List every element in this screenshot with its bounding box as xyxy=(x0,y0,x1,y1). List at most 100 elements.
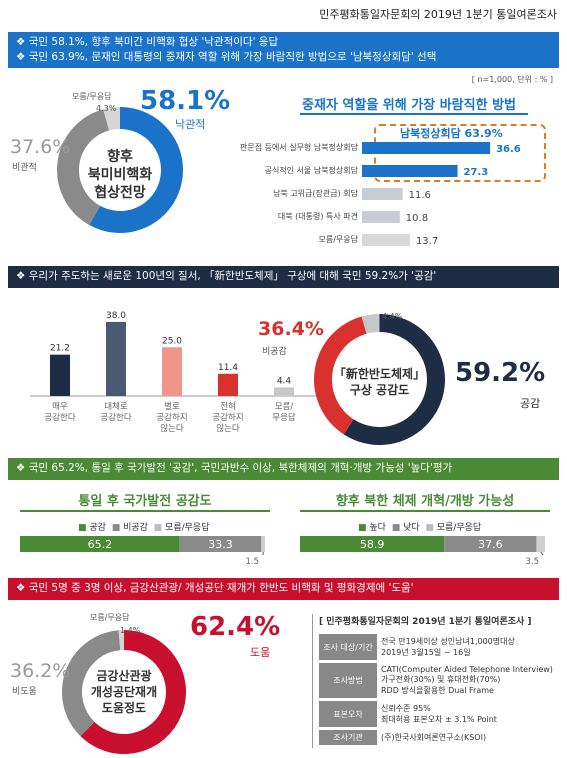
survey-info-title: [ 민주평화통일자문회의 2019년 1분기 통일여론조사 ] xyxy=(319,617,532,627)
reform-bar-value: 37.6 xyxy=(478,538,503,551)
legend-label: 모름/무응답 xyxy=(436,523,482,533)
info-value-line: 가구전화(30%) 및 휴대전화(70%) xyxy=(381,675,501,684)
section1-header-line1: ❖ 국민 58.1%, 향후 북미간 비핵화 협상 '낙관적이다' 응답 xyxy=(16,36,279,48)
sympathy-bar-label: 공감하지 xyxy=(212,412,243,423)
info-value-line: 신뢰수준 95% xyxy=(381,704,431,713)
donut2-slice-agree xyxy=(343,314,445,445)
survey-info-panel: [ 민주평화통일자문회의 2019년 1분기 통일여론조사 ] 조사 대상/기간… xyxy=(312,614,558,748)
method-bar xyxy=(362,165,458,177)
reform-stacked-bar: 58.9 37.6 3.5 xyxy=(300,536,545,567)
reform-legend: ■ 높다 ■ 낮다 ■ 모름/무응답 xyxy=(358,523,482,533)
sympathy-bar-label: 대체로 xyxy=(104,401,128,412)
summit-bracket-label: 남북정상회담 63.9% xyxy=(400,127,503,140)
info-row-label: 표본오차 xyxy=(319,701,377,727)
donut2-main-pct: 59.2% xyxy=(455,358,546,388)
sympathy-bar-value: 38.0 xyxy=(106,311,126,321)
donut1-neg-pct: 37.6% xyxy=(10,136,71,158)
sympathy-bar-label: 매우 xyxy=(52,402,68,412)
info-value-line: RDD 방식을활용한 Dual Frame xyxy=(381,686,494,695)
donut1-center-line: 협상전망 xyxy=(94,185,146,201)
info-value-line: 2019년 3월15일 ~ 16일 xyxy=(381,648,471,657)
donut3-center-line: 금강산관광 xyxy=(96,669,152,683)
info-value-line: CATI(Computer Aided Telephone Interview) xyxy=(381,665,553,674)
method-bar-value: 36.6 xyxy=(496,144,521,155)
page-title: 민주평화통일자문회의 2019년 1분기 통일여론조사 xyxy=(319,8,557,21)
sympathy-bar-label: 별로 xyxy=(164,401,180,412)
donut1-center: 향후 북미비핵화 협상전망 xyxy=(55,148,185,202)
donut1-main-pct: 58.1% xyxy=(140,86,231,116)
info-row-label: 조사방법 xyxy=(319,663,377,698)
donut1-slice-dk xyxy=(103,107,121,131)
donut3-main-label: 도움 xyxy=(250,646,271,659)
sympathy-bar-label: 공감하지 xyxy=(156,412,187,423)
info-value-line: 전국 만19세이상 성인남녀1,000명대상 xyxy=(381,637,515,646)
donut2-neg-pct: 36.4% xyxy=(258,318,324,340)
section1-header: ❖ 국민 58.1%, 향후 북미간 비핵화 협상 '낙관적이다' 응답 ❖ 국… xyxy=(8,32,559,68)
donut1-dk-pct: 4.3% xyxy=(96,104,117,113)
donut3-slice-help xyxy=(80,630,186,754)
sympathy-bar-label: 공감한다 xyxy=(100,412,131,423)
reform-bar-segment xyxy=(444,536,537,552)
info-value-line: 최대허용 표본오차 ± 3.1% Point xyxy=(381,715,497,724)
method-bar-chart: 판문점 등에서 실무형 남북정상회담 36.6 공식적인 서울 남북정상회담 27.3… xyxy=(240,142,521,247)
info-row-value: 전국 만19세이상 성인남녀1,000명대상 2019년 3월15일 ~ 16일 xyxy=(377,634,557,660)
sympathy-bar xyxy=(50,354,70,396)
donut2-neg-label: 비공감 xyxy=(262,347,287,357)
sympathy-bar xyxy=(274,387,294,396)
donut-chart-new-korea xyxy=(314,314,445,445)
sample-note: [ n=1,000, 단위 : % ] xyxy=(471,75,553,84)
donut3-neg-label: 비도움 xyxy=(12,687,37,697)
dev-chart-title: 통일 후 국가발전 공감도 xyxy=(78,494,212,509)
donut1-slice-optimistic xyxy=(89,107,183,233)
method-title-underline xyxy=(300,113,528,115)
sympathy-bar-value: 11.4 xyxy=(218,363,238,373)
donut-chart-outlook xyxy=(57,107,183,233)
legend-label: 모름/무응답 xyxy=(165,523,210,533)
dev-bar-segment xyxy=(261,536,265,552)
section4-header: ❖ 국민 5명 중 3명 이상, 금강산관광/ 개성공단 재개가 한반도 비핵화… xyxy=(8,578,559,600)
dev-stacked-bar: 65.2 33.3 1.5 xyxy=(20,536,265,567)
donut3-main-pct: 62.4% xyxy=(190,612,281,642)
legend-label: 낮다 xyxy=(403,523,420,533)
section3-header: ❖ 국민 65.2%, 통일 후 국가발전 '공감', 국민과반수 이상, 북한… xyxy=(8,458,559,480)
sympathy-bar xyxy=(106,321,126,396)
section2-header: ❖ 우리가 주도하는 새로운 100년의 질서, 「新한반도체제」 구상에 대해… xyxy=(8,266,559,288)
info-row-value: 신뢰수준 95% 최대허용 표본오차 ± 3.1% Point xyxy=(377,701,557,727)
donut3-neg-pct: 36.2% xyxy=(10,660,71,682)
reform-bar-segment xyxy=(536,536,545,552)
info-row-label: 조사 대상/기간 xyxy=(319,634,377,660)
donut1-main-label: 낙관적 xyxy=(175,118,206,131)
method-bar xyxy=(362,188,403,200)
sympathy-bar-label: 전혀 xyxy=(220,401,236,412)
info-row-label: 조사기관 xyxy=(319,730,377,745)
method-bar-label: 판문점 등에서 실무형 남북정상회담 xyxy=(240,142,359,152)
donut3-center-line: 도움정도 xyxy=(101,701,147,715)
dev-bar-value: 1.5 xyxy=(245,557,259,567)
donut2-dk-pct: 4.4% xyxy=(382,312,403,321)
donut1-center-line: 북미비핵화 xyxy=(87,167,153,183)
dev-title-underline xyxy=(20,510,270,512)
donut3-dk-pct: 1.4% xyxy=(120,626,141,635)
donut3-center: 금강산관광 개성공단재개 도움정도 xyxy=(60,668,188,716)
donut2-center: 「新한반도체제」 구상 공감도 xyxy=(312,366,447,398)
donut3-slice-nohelp xyxy=(62,630,121,737)
sympathy-bar-label: 모름/ xyxy=(275,402,294,412)
info-row: 표본오차 신뢰수준 95% 최대허용 표본오차 ± 3.1% Point xyxy=(319,701,557,727)
dev-bar-value: 65.2 xyxy=(88,538,113,551)
dev-bar-segment xyxy=(20,536,180,552)
info-row-value: CATI(Computer Aided Telephone Interview)… xyxy=(377,663,557,698)
reform-bar-leader xyxy=(540,551,544,556)
sympathy-bar xyxy=(162,347,182,396)
sympathy-bar-value: 4.4 xyxy=(277,376,292,386)
donut3-center-line: 개성공단재개 xyxy=(90,685,158,699)
sympathy-bar-label: 않는다 xyxy=(216,424,240,434)
method-bar-label: 모름/무응답 xyxy=(319,234,359,244)
method-bar-label: 공식적인 서울 남북정상회담 xyxy=(265,165,359,175)
method-bar-label: 남북 고위급(장관급) 회담 xyxy=(273,188,359,198)
method-bar-label: 대북 (대통령) 특사 파견 xyxy=(278,211,358,221)
donut1-slice-pessimistic xyxy=(57,109,110,226)
sympathy-bar-label: 않는다 xyxy=(160,424,184,434)
donut-chart-tour-help xyxy=(62,630,186,754)
reform-title-underline xyxy=(300,510,550,512)
